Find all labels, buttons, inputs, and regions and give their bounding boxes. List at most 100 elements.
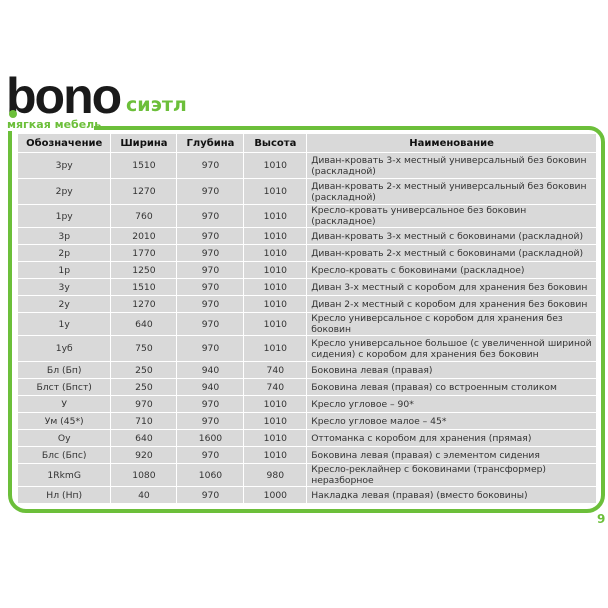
height-cell: 1010 — [243, 395, 308, 413]
table-row: 2у 1270 970 1010 Диван 2-х местный с коробом… — [16, 295, 597, 313]
designation-cell: 2у — [16, 295, 112, 313]
name-cell: Боковина левая (правая) — [306, 361, 597, 379]
depth-cell: 970 — [176, 312, 245, 336]
depth-cell: 970 — [176, 278, 245, 296]
width-cell: 640 — [110, 312, 178, 336]
designation-cell: 3у — [16, 278, 112, 296]
width-cell: 1270 — [110, 295, 178, 313]
name-cell: Диван 2-х местный с коробом для хранения… — [306, 295, 597, 313]
column-header: Наименование — [306, 133, 597, 153]
width-cell: 1270 — [110, 178, 178, 205]
name-cell: Боковина левая (правая) с элементом сиде… — [306, 446, 597, 464]
width-cell: 1510 — [110, 152, 178, 179]
name-cell: Диван-кровать 2-х местный универсальный … — [306, 178, 597, 205]
name-cell: Кресло универсальное большое (с увеличен… — [306, 335, 597, 362]
name-cell: Кресло-кровать с боковинами (раскладное) — [306, 261, 597, 279]
table-row: Ум (45*) 710 970 1010 Кресло угловое малое –… — [16, 412, 597, 430]
width-cell: 760 — [110, 204, 178, 228]
table-row: 1уб 750 970 1010 Кресло универсальное большо… — [16, 335, 597, 362]
depth-cell: 970 — [176, 295, 245, 313]
designation-cell: 3ру — [16, 152, 112, 179]
depth-cell: 1600 — [176, 429, 245, 447]
column-header: Ширина — [110, 133, 178, 153]
depth-cell: 940 — [176, 361, 245, 379]
name-cell: Оттоманка с коробом для хранения (прямая… — [306, 429, 597, 447]
height-cell: 1010 — [243, 244, 308, 262]
depth-cell: 940 — [176, 378, 245, 396]
name-cell: Боковина левая (правая) со встроенным ст… — [306, 378, 597, 396]
table-row: Нл (Нп) 40 970 1000 Накладка левая (правая) … — [16, 486, 597, 504]
name-cell: Кресло-реклайнер с боковинами (трансформ… — [306, 463, 597, 487]
frame-gap — [4, 122, 94, 131]
designation-cell: 2р — [16, 244, 112, 262]
green-frame — [8, 126, 605, 513]
series-title: сиэтл — [126, 94, 187, 116]
name-cell: Кресло универсальное с коробом для хране… — [306, 312, 597, 336]
depth-cell: 970 — [176, 412, 245, 430]
width-cell: 750 — [110, 335, 178, 362]
table-header-row: Обозначение Ширина Глубина Высота Наименован… — [16, 133, 597, 153]
height-cell: 1010 — [243, 312, 308, 336]
brand-logo: bono — [6, 68, 122, 124]
designation-cell: 2ру — [16, 178, 112, 205]
table-row: 1ру 760 970 1010 Кресло-кровать универсально… — [16, 204, 597, 228]
table-row: Бл (Бп) 250 940 740 Боковина левая (правая) — [16, 361, 597, 379]
width-cell: 640 — [110, 429, 178, 447]
name-cell: Кресло угловое – 90* — [306, 395, 597, 413]
height-cell: 1010 — [243, 429, 308, 447]
height-cell: 1010 — [243, 178, 308, 205]
width-cell: 1250 — [110, 261, 178, 279]
height-cell: 740 — [243, 378, 308, 396]
table-row: Блст (Бпст) 250 940 740 Боковина левая (прав… — [16, 378, 597, 396]
table-row: 2р 1770 970 1010 Диван-кровать 2-х местный с… — [16, 244, 597, 262]
depth-cell: 970 — [176, 486, 245, 504]
width-cell: 1510 — [110, 278, 178, 296]
page-number: 9 — [597, 512, 606, 526]
specs-table: Обозначение Ширина Глубина Высота Наименован… — [16, 133, 597, 504]
table-row: 1у 640 970 1010 Кресло универсальное с короб… — [16, 312, 597, 336]
table-row: Оу 640 1600 1010 Оттоманка с коробом для хра… — [16, 429, 597, 447]
designation-cell: У — [16, 395, 112, 413]
depth-cell: 970 — [176, 178, 245, 205]
height-cell: 1010 — [243, 152, 308, 179]
depth-cell: 970 — [176, 446, 245, 464]
table-row: У 970 970 1010 Кресло угловое – 90* — [16, 395, 597, 413]
width-cell: 1770 — [110, 244, 178, 262]
width-cell: 250 — [110, 378, 178, 396]
designation-cell: 1RkmG — [16, 463, 112, 487]
depth-cell: 970 — [176, 244, 245, 262]
width-cell: 970 — [110, 395, 178, 413]
brand-tagline: мягкая мебель — [7, 118, 102, 131]
width-cell: 920 — [110, 446, 178, 464]
column-header: Глубина — [176, 133, 245, 153]
designation-cell: Нл (Нп) — [16, 486, 112, 504]
width-cell: 40 — [110, 486, 178, 504]
height-cell: 1010 — [243, 295, 308, 313]
designation-cell: Оу — [16, 429, 112, 447]
name-cell: Диван-кровать 3-х местный универсальный … — [306, 152, 597, 179]
name-cell: Кресло-кровать универсальное без боковин… — [306, 204, 597, 228]
height-cell: 1010 — [243, 227, 308, 245]
height-cell: 980 — [243, 463, 308, 487]
height-cell: 1010 — [243, 446, 308, 464]
table-row: 3ру 1510 970 1010 Диван-кровать 3-х местный … — [16, 152, 597, 179]
designation-cell: 3р — [16, 227, 112, 245]
depth-cell: 970 — [176, 227, 245, 245]
depth-cell: 970 — [176, 204, 245, 228]
depth-cell: 970 — [176, 152, 245, 179]
height-cell: 740 — [243, 361, 308, 379]
height-cell: 1010 — [243, 412, 308, 430]
name-cell: Кресло угловое малое – 45* — [306, 412, 597, 430]
logo-dot — [9, 110, 17, 118]
name-cell: Диван-кровать 3-х местный с боковинами (… — [306, 227, 597, 245]
designation-cell: 1ру — [16, 204, 112, 228]
name-cell: Накладка левая (правая) (вместо боковины… — [306, 486, 597, 504]
height-cell: 1010 — [243, 204, 308, 228]
width-cell: 1080 — [110, 463, 178, 487]
column-header: Высота — [243, 133, 308, 153]
designation-cell: Бл (Бп) — [16, 361, 112, 379]
width-cell: 710 — [110, 412, 178, 430]
height-cell: 1010 — [243, 261, 308, 279]
depth-cell: 970 — [176, 261, 245, 279]
designation-cell: 1р — [16, 261, 112, 279]
